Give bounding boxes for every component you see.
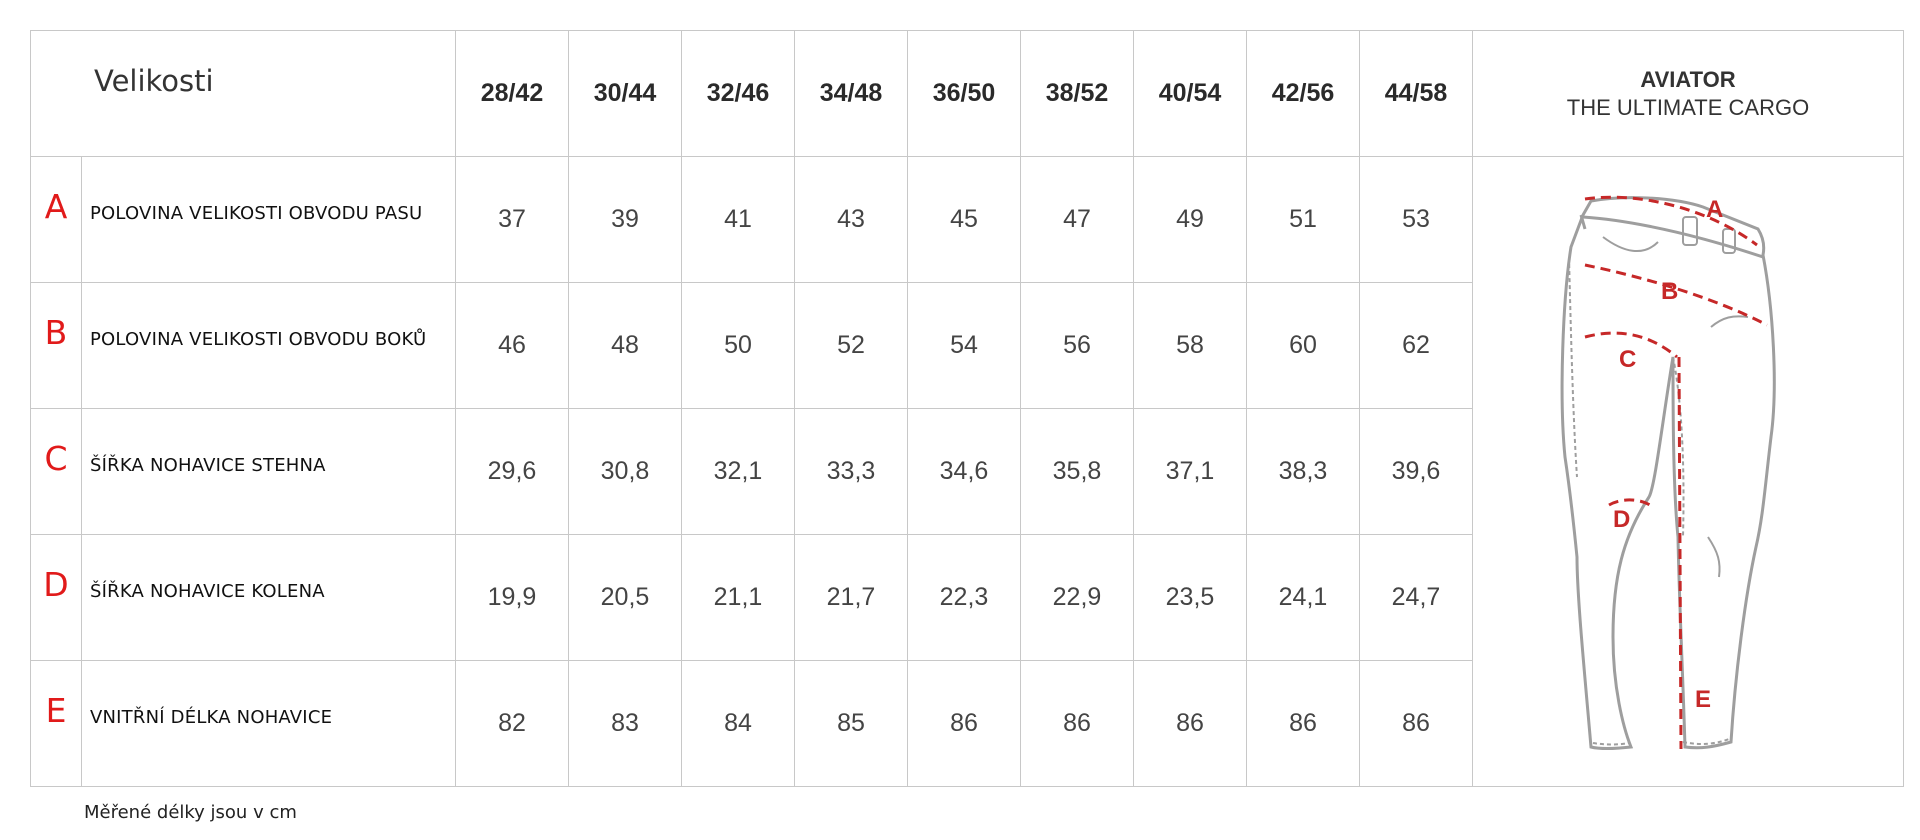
measure-letter: E: [30, 660, 82, 787]
table-cell: 35,8: [1020, 408, 1134, 535]
table-cell: 41: [681, 156, 795, 283]
diagram-markers: A B C D E: [1613, 196, 1723, 713]
table-title: Velikosti: [30, 30, 456, 157]
table-cell: 39,6: [1359, 408, 1473, 535]
size-header: 32/46: [681, 30, 795, 157]
table-cell: 83: [568, 660, 682, 787]
measure-letter: B: [30, 282, 82, 409]
table-cell: 29,6: [455, 408, 569, 535]
measure-label: ŠÍŘKA NOHAVICE STEHNA: [81, 408, 456, 535]
pants-diagram-cell: A B C D E: [1472, 156, 1904, 787]
size-header: 38/52: [1020, 30, 1134, 157]
table-cell: 22,3: [907, 534, 1021, 661]
pants-measurement-diagram: A B C D E: [1560, 195, 1776, 750]
table-cell: 24,7: [1359, 534, 1473, 661]
table-cell: 32,1: [681, 408, 795, 535]
table-cell: 20,5: [568, 534, 682, 661]
measure-letter: A: [30, 156, 82, 283]
table-row: E VNITŘNÍ DÉLKA NOHAVICE 82 83 84 85 86 …: [30, 660, 1904, 787]
size-header: 40/54: [1133, 30, 1247, 157]
measure-line-a: [1584, 195, 1758, 247]
measure-letter: D: [30, 534, 82, 661]
marker-d: D: [1613, 506, 1630, 533]
table-cell: 62: [1359, 282, 1473, 409]
size-chart-table: Velikosti 28/42 30/44 32/46 34/48 36/50 …: [30, 30, 1904, 787]
table-cell: 60: [1246, 282, 1360, 409]
table-cell: 37,1: [1133, 408, 1247, 535]
size-header: 36/50: [907, 30, 1021, 157]
measure-letter: C: [30, 408, 82, 535]
table-cell: 86: [1359, 660, 1473, 787]
table-cell: 22,9: [1020, 534, 1134, 661]
pants-outline: [1560, 196, 1776, 750]
table-cell: 82: [455, 660, 569, 787]
table-cell: 84: [681, 660, 795, 787]
brand-cell: AVIATOR THE ULTIMATE CARGO: [1472, 30, 1904, 157]
marker-b: B: [1661, 278, 1678, 305]
measure-line-e: [1677, 356, 1683, 750]
table-cell: 48: [568, 282, 682, 409]
table-row: A POLOVINA VELIKOSTI OBVODU PASU 37 39 4…: [30, 156, 1904, 787]
table-cell: 19,9: [455, 534, 569, 661]
table-cell: 21,1: [681, 534, 795, 661]
brand-subtitle: THE ULTIMATE CARGO: [1566, 94, 1810, 120]
table-cell: 86: [907, 660, 1021, 787]
table-cell: 86: [1020, 660, 1134, 787]
size-header: 34/48: [794, 30, 908, 157]
header-row: Velikosti 28/42 30/44 32/46 34/48 36/50 …: [30, 30, 1904, 157]
table-cell: 50: [681, 282, 795, 409]
table-cell: 47: [1020, 156, 1134, 283]
table-row: D ŠÍŘKA NOHAVICE KOLENA 19,9 20,5 21,1 2…: [30, 534, 1904, 661]
table-cell: 34,6: [907, 408, 1021, 535]
table-cell: 85: [794, 660, 908, 787]
marker-a: A: [1706, 196, 1723, 223]
table-row: B POLOVINA VELIKOSTI OBVODU BOKŮ 46 48 5…: [30, 282, 1904, 409]
table-cell: 43: [794, 156, 908, 283]
measure-line-c: [1584, 331, 1678, 359]
measure-label: POLOVINA VELIKOSTI OBVODU BOKŮ: [81, 282, 456, 409]
table-cell: 54: [907, 282, 1021, 409]
table-cell: 37: [455, 156, 569, 283]
table-cell: 46: [455, 282, 569, 409]
table-cell: 30,8: [568, 408, 682, 535]
brand-name: AVIATOR: [1640, 66, 1736, 92]
table-cell: 45: [907, 156, 1021, 283]
table-cell: 52: [794, 282, 908, 409]
measure-line-d: [1608, 498, 1654, 509]
table-cell: 39: [568, 156, 682, 283]
size-header: 30/44: [568, 30, 682, 157]
marker-c: C: [1619, 346, 1636, 373]
table-cell: 86: [1133, 660, 1247, 787]
table-cell: 24,1: [1246, 534, 1360, 661]
table-cell: 21,7: [794, 534, 908, 661]
measure-label: POLOVINA VELIKOSTI OBVODU PASU: [81, 156, 456, 283]
measurement-lines: [1584, 195, 1768, 750]
measure-label: ŠÍŘKA NOHAVICE KOLENA: [81, 534, 456, 661]
measure-label: VNITŘNÍ DÉLKA NOHAVICE: [81, 660, 456, 787]
measure-line-b: [1584, 263, 1768, 327]
table-cell: 49: [1133, 156, 1247, 283]
size-header: 44/58: [1359, 30, 1473, 157]
marker-e: E: [1695, 686, 1711, 713]
table-cell: 56: [1020, 282, 1134, 409]
table-cell: 58: [1133, 282, 1247, 409]
table-cell: 51: [1246, 156, 1360, 283]
size-header: 42/56: [1246, 30, 1360, 157]
table-cell: 33,3: [794, 408, 908, 535]
size-header: 28/42: [455, 30, 569, 157]
table-cell: 38,3: [1246, 408, 1360, 535]
table-cell: 23,5: [1133, 534, 1247, 661]
table-row: C ŠÍŘKA NOHAVICE STEHNA 29,6 30,8 32,1 3…: [30, 408, 1904, 535]
table-cell: 86: [1246, 660, 1360, 787]
footnote: Měřené délky jsou v cm: [84, 802, 297, 823]
table-cell: 53: [1359, 156, 1473, 283]
